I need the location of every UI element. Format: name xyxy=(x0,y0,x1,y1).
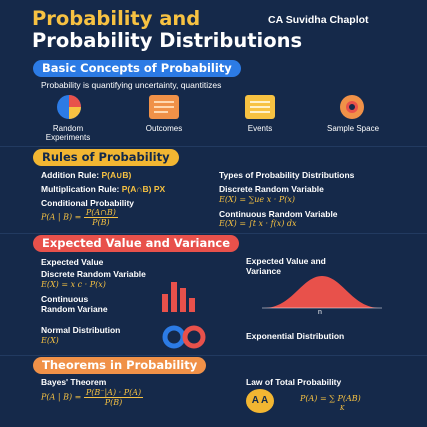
author-name: CA Suvidha Chaplot xyxy=(268,14,369,26)
donut-icon xyxy=(340,95,364,119)
multiplication-rule: Multiplication Rule: P(A∩B) PX xyxy=(41,184,165,194)
multiplication-label: Multiplication Rule: xyxy=(41,184,120,194)
section-heading-basic: Basic Concepts of Probability xyxy=(33,60,241,77)
icon-label-events: Events xyxy=(247,124,273,133)
ev-continuous-label: Continuous Random Variane xyxy=(41,294,108,314)
bayes-label: Bayes' Theorem xyxy=(41,377,107,387)
conditional-den: P(B) xyxy=(92,218,110,227)
ev-right-label: Expected Value and Variance xyxy=(246,256,326,276)
pie-chart-icon xyxy=(57,95,81,119)
curve-tick: n xyxy=(318,309,322,316)
conditional-lhs: P(A | B) = xyxy=(41,212,82,222)
infinity-icon xyxy=(162,325,206,349)
bayes-num: P(B⁻|A) · P(A) xyxy=(83,388,144,398)
ev-discrete-formula: E(X) = x c · P(x) xyxy=(41,280,106,289)
aa-badge-icon: A A xyxy=(246,389,274,413)
page-title: Probability and Probability Distribution… xyxy=(32,8,372,52)
icon-label-random-experiments: Random Experiments xyxy=(45,124,91,142)
divider xyxy=(0,233,427,234)
section-heading-rules: Rules of Probability xyxy=(33,149,179,166)
types-heading: Types of Probability Distributions xyxy=(219,170,355,180)
ev-right-line-2: Variance xyxy=(246,266,281,276)
section-heading-theorems: Theorems in Probability xyxy=(33,357,207,374)
conditional-label: Conditional Probability xyxy=(41,198,135,208)
discrete-label: Discrete Random Variable xyxy=(219,184,324,194)
continuous-label: Continuous Random Variable xyxy=(219,209,338,219)
document-icon xyxy=(149,95,179,119)
conditional-formula: P(A | B) = P(A∩B) P(B) xyxy=(41,208,118,227)
addition-rule: Addition Rule: P(A∪B) xyxy=(41,170,131,181)
normal-label: Normal Distribution xyxy=(41,325,121,335)
ev-continuous-line-1: Continuous xyxy=(41,294,89,304)
icon-label-sample-space: Sample Space xyxy=(326,124,380,133)
exponential-label: Exponential Distribution xyxy=(246,331,345,341)
ev-continuous-line-2: Random Variane xyxy=(41,304,108,314)
discrete-formula: E(X) = ∑ue x · P(x) xyxy=(219,195,295,204)
divider xyxy=(0,146,427,147)
total-formula-sub: K xyxy=(340,405,345,412)
title-line-2: Probability Distributions xyxy=(32,29,303,52)
bar-chart-icon xyxy=(162,282,195,312)
icon-label-outcomes: Outcomes xyxy=(145,124,183,133)
total-formula: P(A) = ∑ P(AB) xyxy=(300,394,361,403)
ev-right-line-1: Expected Value and xyxy=(246,256,326,266)
ev-discrete-label: Discrete Random Variable xyxy=(41,269,146,279)
divider xyxy=(0,355,427,356)
ev-label: Expected Value xyxy=(41,257,104,267)
bayes-formula: P(A | B) = P(B⁻|A) · P(A) P(B) xyxy=(41,388,144,407)
conditional-num: P(A∩B) xyxy=(83,208,118,218)
section-heading-expected: Expected Value and Variance xyxy=(33,235,240,252)
addition-label: Addition Rule: xyxy=(41,170,100,180)
addition-formula: P(A∪B) xyxy=(101,170,132,180)
bell-curve-icon xyxy=(262,276,382,309)
continuous-formula: E(X) = ∫t x · f(x) dx xyxy=(219,219,297,228)
multiplication-formula: P(A∩B) PX xyxy=(121,184,166,194)
bayes-den: P(B) xyxy=(104,398,123,407)
bayes-lhs: P(A | B) = xyxy=(41,392,82,402)
basic-description: Probability is quantifying uncertainty, … xyxy=(41,80,222,90)
title-line-1: Probability and xyxy=(32,7,201,30)
normal-formula: E(X) xyxy=(41,336,59,345)
list-icon xyxy=(245,95,275,119)
total-label: Law of Total Probability xyxy=(246,377,342,387)
